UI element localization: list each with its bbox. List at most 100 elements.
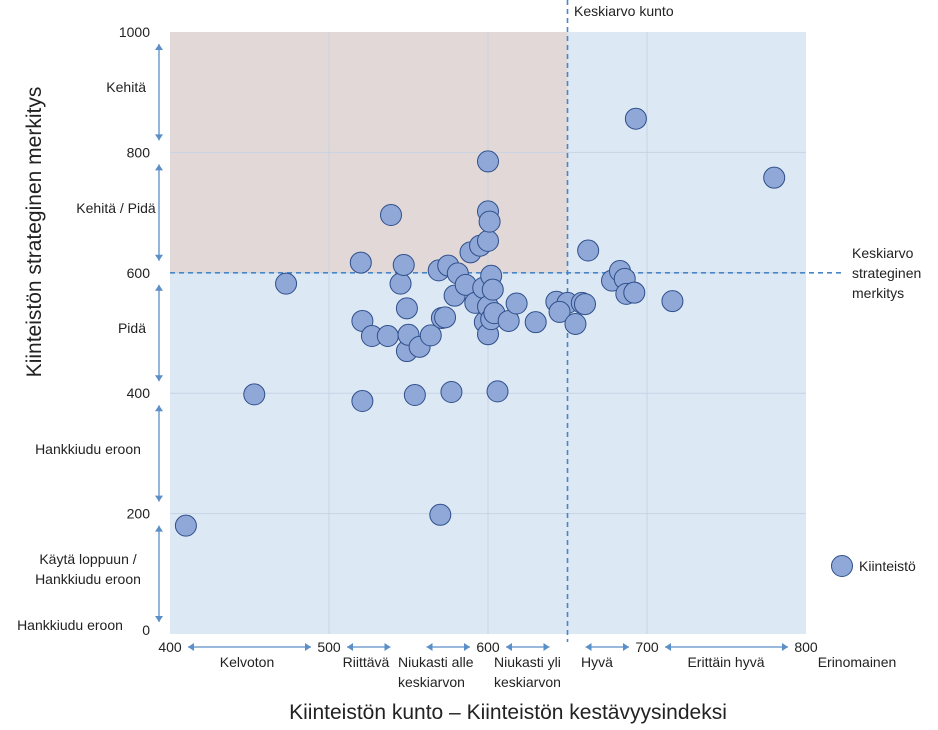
data-point bbox=[477, 229, 499, 252]
x-category-label: Riittävä bbox=[343, 654, 390, 670]
y-category-label: Hankkiudu eroon bbox=[35, 441, 141, 457]
range-arrow-head bbox=[623, 643, 629, 651]
y-category-label: Pidä bbox=[118, 320, 146, 336]
range-arrow-head bbox=[782, 643, 788, 651]
range-arrow-head bbox=[155, 134, 163, 141]
data-point bbox=[524, 311, 547, 334]
range-arrow-head bbox=[155, 405, 163, 412]
data-point bbox=[624, 107, 647, 130]
range-arrow-head bbox=[506, 643, 512, 651]
range-arrow-head bbox=[188, 643, 194, 651]
x-category-label: Hyvä bbox=[581, 654, 613, 670]
data-point bbox=[376, 325, 399, 348]
range-arrow-head bbox=[155, 44, 163, 50]
y-category-label: Kehitä bbox=[106, 79, 146, 95]
range-arrow-head bbox=[426, 643, 433, 651]
y-category-label: Hankkiudu eroon bbox=[35, 571, 141, 587]
legend-marker bbox=[831, 555, 853, 577]
data-point bbox=[478, 210, 501, 233]
data-point bbox=[763, 166, 786, 189]
range-arrow-head bbox=[155, 495, 163, 502]
tick-labels: 400 500 600 700 800 0 200 400 600 800 1000 bbox=[119, 24, 818, 655]
data-point bbox=[419, 324, 442, 347]
data-point bbox=[174, 514, 197, 537]
range-arrow-head bbox=[155, 284, 163, 291]
range-arrow bbox=[155, 284, 163, 382]
data-point bbox=[349, 251, 372, 274]
data-point bbox=[351, 390, 374, 413]
data-point bbox=[403, 384, 426, 407]
y-category-label: Hankkiudu eroon bbox=[17, 617, 123, 633]
average-y-label: Keskiarvo bbox=[852, 245, 914, 261]
data-point bbox=[481, 278, 504, 301]
x-tick-label: 400 bbox=[158, 639, 182, 655]
range-arrow-head bbox=[543, 643, 550, 651]
y-tick-label: 1000 bbox=[119, 24, 150, 40]
y-tick-label: 0 bbox=[142, 622, 150, 638]
x-category-label: Erinomainen bbox=[818, 654, 897, 670]
range-arrow bbox=[155, 525, 163, 622]
range-arrow bbox=[585, 643, 629, 651]
range-arrow-head bbox=[665, 643, 671, 651]
data-point bbox=[564, 312, 587, 335]
y-tick-label: 400 bbox=[127, 385, 151, 401]
y-axis-title: Kiinteistön strateginen merkitys bbox=[23, 87, 46, 378]
average-x-label: Keskiarvo kunto bbox=[574, 3, 674, 19]
data-point bbox=[548, 300, 571, 323]
axis-labels: Kiinteistön kunto – Kiinteistön kestävyy… bbox=[23, 3, 727, 724]
range-arrow-head bbox=[585, 643, 592, 651]
range-arrows bbox=[155, 44, 788, 651]
data-point bbox=[505, 292, 528, 315]
y-category-label: Käytä loppuun / bbox=[39, 551, 136, 567]
range-arrow-head bbox=[464, 643, 470, 651]
data-point bbox=[389, 272, 412, 295]
data-point bbox=[440, 380, 463, 403]
x-tick-label: 500 bbox=[317, 639, 341, 655]
range-arrow-head bbox=[155, 525, 163, 532]
data-point bbox=[577, 239, 600, 262]
y-tick-label: 800 bbox=[127, 144, 151, 160]
y-category-label: Kehitä / Pidä bbox=[76, 200, 156, 216]
x-category-label: Erittäin hyvä bbox=[687, 654, 764, 670]
range-arrow bbox=[426, 643, 470, 651]
data-point bbox=[477, 150, 499, 173]
range-arrow bbox=[665, 643, 788, 651]
data-point bbox=[243, 383, 266, 406]
data-point bbox=[275, 272, 298, 295]
x-tick-label: 600 bbox=[476, 639, 500, 655]
x-tick-label: 700 bbox=[635, 639, 659, 655]
data-points bbox=[174, 107, 786, 537]
legend-label: Kiinteistö bbox=[859, 558, 916, 574]
data-point bbox=[434, 306, 457, 329]
range-arrow-head bbox=[155, 616, 163, 622]
x-axis-title: Kiinteistön kunto – Kiinteistön kestävyy… bbox=[289, 701, 727, 724]
data-point bbox=[486, 380, 509, 403]
data-point bbox=[392, 253, 415, 276]
range-arrow-head bbox=[155, 254, 163, 261]
legend: Kiinteistö bbox=[831, 555, 916, 577]
data-point bbox=[429, 503, 452, 526]
y-tick-label: 600 bbox=[127, 265, 151, 281]
range-arrow bbox=[188, 643, 311, 651]
range-arrow-head bbox=[155, 164, 163, 171]
data-point bbox=[573, 293, 596, 316]
average-y-label: strateginen bbox=[852, 265, 921, 281]
range-arrow bbox=[155, 405, 163, 502]
y-tick-label: 200 bbox=[127, 506, 151, 522]
average-y-label: merkitys bbox=[852, 285, 904, 301]
data-point bbox=[623, 281, 646, 304]
x-category-label: keskiarvon bbox=[398, 674, 465, 690]
data-point bbox=[395, 297, 418, 320]
category-labels: Kelvoton Riittävä Niukasti alle keskiarvon N… bbox=[17, 79, 896, 690]
range-arrow bbox=[155, 44, 163, 141]
range-arrow-head bbox=[384, 643, 391, 651]
range-arrow-head bbox=[347, 643, 353, 651]
x-category-label: Kelvoton bbox=[220, 654, 274, 670]
range-arrow bbox=[506, 643, 550, 651]
x-category-label: keskiarvon bbox=[494, 674, 561, 690]
range-arrow bbox=[347, 643, 391, 651]
data-point bbox=[380, 204, 403, 227]
range-arrow-head bbox=[155, 375, 163, 382]
average-lines: Keskiarvo strateginen merkitys bbox=[170, 0, 921, 642]
